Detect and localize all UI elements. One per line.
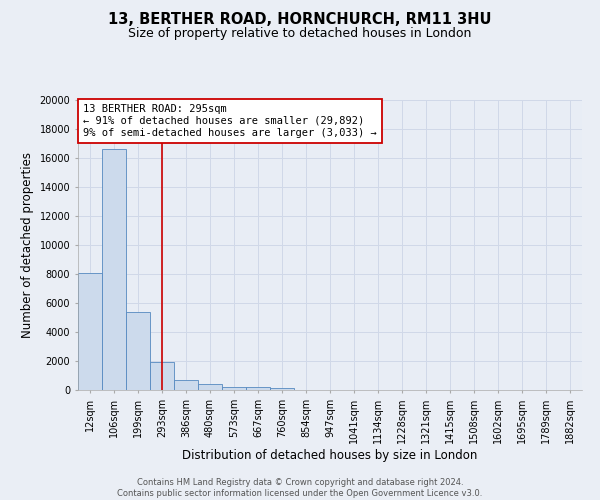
Bar bbox=[246, 387, 270, 390]
Bar bbox=[102, 150, 126, 390]
Bar bbox=[270, 388, 294, 390]
Bar bbox=[78, 274, 102, 390]
Text: Contains HM Land Registry data © Crown copyright and database right 2024.
Contai: Contains HM Land Registry data © Crown c… bbox=[118, 478, 482, 498]
Bar bbox=[150, 362, 174, 390]
Bar bbox=[222, 386, 246, 390]
Y-axis label: Number of detached properties: Number of detached properties bbox=[21, 152, 34, 338]
Text: 13 BERTHER ROAD: 295sqm
← 91% of detached houses are smaller (29,892)
9% of semi: 13 BERTHER ROAD: 295sqm ← 91% of detache… bbox=[83, 104, 377, 138]
Text: 13, BERTHER ROAD, HORNCHURCH, RM11 3HU: 13, BERTHER ROAD, HORNCHURCH, RM11 3HU bbox=[108, 12, 492, 28]
Bar bbox=[198, 384, 222, 390]
Bar bbox=[126, 312, 150, 390]
X-axis label: Distribution of detached houses by size in London: Distribution of detached houses by size … bbox=[182, 448, 478, 462]
Text: Size of property relative to detached houses in London: Size of property relative to detached ho… bbox=[128, 28, 472, 40]
Bar bbox=[174, 380, 198, 390]
